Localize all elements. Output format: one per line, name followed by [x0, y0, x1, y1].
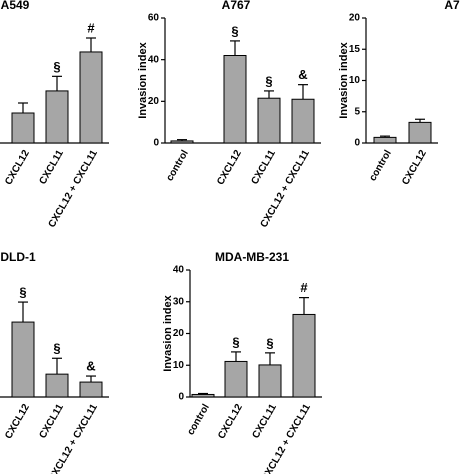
- panel-title: A7: [444, 0, 460, 12]
- significance-mark: &: [298, 67, 307, 82]
- significance-mark: #: [87, 20, 95, 35]
- x-tick-label: CXCL11: [249, 148, 278, 187]
- significance-mark: §: [19, 285, 26, 300]
- significance-mark: §: [231, 23, 238, 38]
- bar: [224, 360, 248, 398]
- bar: [257, 97, 281, 144]
- y-tick-label: 0: [153, 138, 159, 149]
- y-tick-label: 20: [173, 328, 185, 339]
- x-tick-label: control: [164, 148, 191, 183]
- y-tick-label: 20: [349, 13, 361, 24]
- bar: [79, 381, 103, 398]
- y-tick-label: 0: [178, 392, 184, 403]
- panel-title: MDA-MB-231: [215, 250, 289, 264]
- bar: [45, 373, 69, 398]
- bar: [170, 140, 194, 144]
- y-tick-label: 10: [173, 360, 185, 371]
- y-tick-label: 0: [354, 138, 360, 149]
- bar: [292, 313, 316, 398]
- x-tick-label: CXCL11: [250, 402, 279, 441]
- y-tick-label: 40: [173, 265, 185, 276]
- y-axis-label: Invasion index: [137, 41, 149, 118]
- panel: DLD-1§CXCL12§CXCL11&CXCL12 + CXCL11: [0, 250, 109, 474]
- bar: [258, 364, 282, 398]
- significance-mark: §: [266, 335, 273, 350]
- y-tick-label: 5: [354, 106, 360, 117]
- panel-title: DLD-1: [0, 250, 36, 264]
- x-tick-label: control: [367, 148, 394, 183]
- panel-title: A767: [222, 0, 251, 12]
- significance-mark: §: [53, 341, 60, 356]
- bar: [11, 321, 35, 398]
- panel-title: A549: [1, 0, 30, 12]
- x-tick-label: CXCL11: [37, 402, 66, 441]
- y-tick-label: 40: [148, 54, 160, 65]
- bar: [45, 90, 69, 144]
- y-axis-label: Invasion index: [338, 41, 350, 118]
- panel: A7 0 5 10 15 20 Invasion index control CXCL12: [338, 0, 460, 187]
- panel: A767 0 20 40 60 Invasion index control § CXCL12 §…: [137, 0, 321, 230]
- x-tick-label: CXCL12: [215, 148, 244, 187]
- bar: [79, 51, 103, 144]
- y-tick-label: 30: [173, 296, 185, 307]
- x-tick-label: control: [185, 402, 212, 437]
- y-tick-label: 15: [349, 44, 361, 55]
- bar: [408, 121, 432, 144]
- bar: [191, 393, 215, 398]
- x-tick-label: CXCL11: [37, 148, 66, 187]
- significance-mark: §: [232, 334, 239, 349]
- bar: [223, 55, 247, 144]
- significance-mark: #: [300, 280, 308, 295]
- significance-mark: &: [86, 358, 95, 373]
- significance-mark: §: [53, 59, 60, 74]
- y-tick-label: 60: [148, 13, 160, 24]
- bar: [373, 136, 397, 144]
- y-axis-label: Invasion index: [162, 294, 174, 371]
- y-tick-label: 10: [349, 75, 361, 86]
- x-tick-label: CXCL12: [400, 148, 429, 187]
- panel: MDA-MB-231 0 10 20 30 40 Invasion index control…: [162, 250, 322, 474]
- significance-mark: §: [265, 73, 272, 88]
- y-tick-label: 20: [148, 96, 160, 107]
- bar: [291, 98, 315, 144]
- x-tick-label: CXCL12: [216, 402, 245, 441]
- x-tick-label: CXCL12: [3, 148, 32, 187]
- bar: [11, 112, 35, 144]
- x-tick-label: CXCL12: [3, 402, 32, 441]
